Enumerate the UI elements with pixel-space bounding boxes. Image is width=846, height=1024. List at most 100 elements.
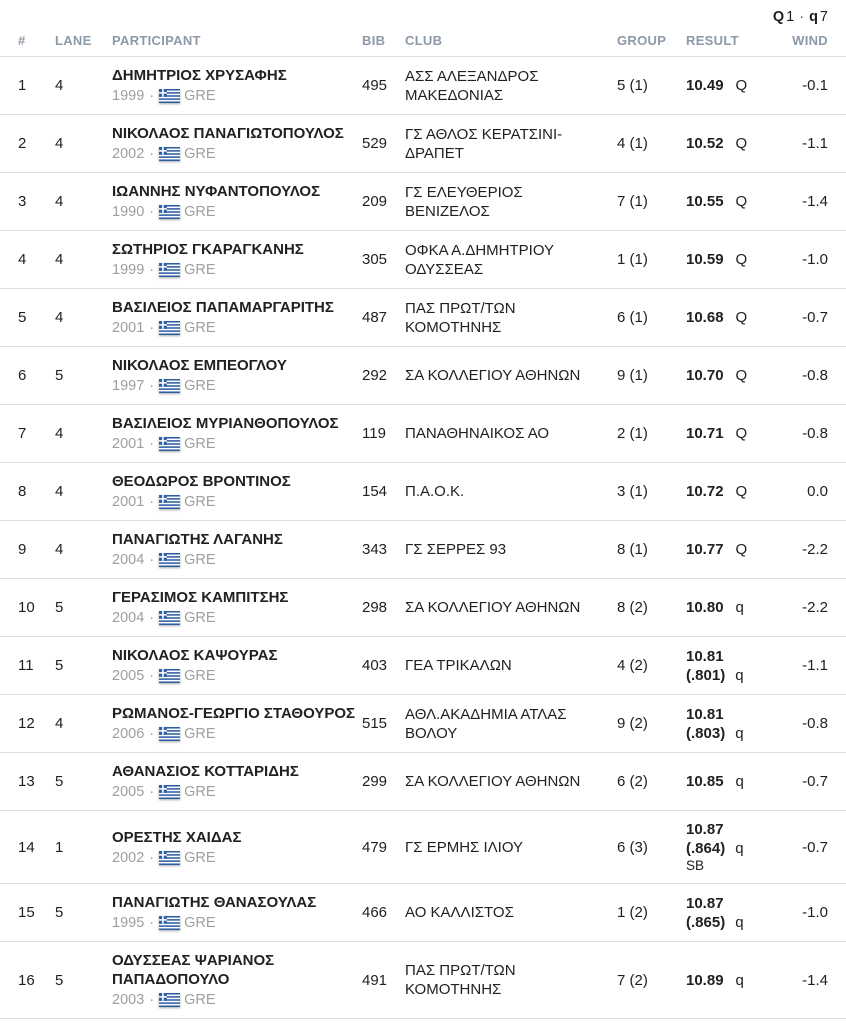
- subline-separator: ·: [149, 320, 155, 336]
- result-note: SB: [686, 858, 705, 873]
- club-cell: ΓΕΑ ΤΡΙΚΑΛΩΝ: [405, 657, 512, 674]
- result-cell: 10.89 q: [686, 971, 786, 990]
- nationality-code: GRE: [184, 610, 216, 626]
- rank-cell: 15: [18, 904, 35, 921]
- table-row[interactable]: 7 4 ΒΑΣΙΛΕΙΟΣ ΜΥΡΙΑΝΘΟΠΟΥΛΟΣ 2001 · G: [0, 405, 846, 463]
- greece-flag-icon: [159, 379, 181, 393]
- club-cell: ΣΑ ΚΟΛΛΕΓΙΟΥ ΑΘΗΝΩΝ: [405, 773, 581, 790]
- lane-cell: 4: [55, 309, 64, 326]
- participant-name: ΠΑΝΑΓΙΩΤΗΣ ΛΑΓΑΝΗΣ: [112, 531, 283, 548]
- bib-cell: 495: [362, 77, 388, 94]
- table-row[interactable]: 13 5 ΑΘΑΝΑΣΙΟΣ ΚΟΤΤΑΡΙΔΗΣ 2005 · GRE: [0, 753, 846, 811]
- table-row[interactable]: 6 5 ΝΙΚΟΛΑΟΣ ΕΜΠΕΟΓΛΟΥ 1997 · GRE: [0, 347, 846, 405]
- birth-year: 1999: [112, 88, 145, 104]
- participant-name: ΓΕΡΑΣΙΜΟΣ ΚΑΜΠΙΤΣΗΣ: [112, 589, 289, 606]
- result-fraction: (.803): [686, 724, 726, 742]
- greece-flag-icon: [159, 993, 181, 1007]
- result-time: 10.49: [686, 77, 724, 94]
- bib-cell: 403: [362, 657, 388, 674]
- bib-cell: 491: [362, 971, 388, 989]
- header-bib: BIB: [362, 33, 386, 48]
- result-time: 10.71: [686, 425, 724, 442]
- subline-separator: ·: [149, 88, 155, 104]
- rank-cell: 12: [18, 715, 35, 732]
- header-club: CLUB: [405, 33, 443, 48]
- result-qualifier: Q: [735, 77, 748, 94]
- result-cell: 10.81 (.801) q: [686, 647, 786, 685]
- rank-cell: 11: [18, 657, 34, 674]
- wind-cell: -1.4: [802, 193, 828, 210]
- legend-separator: ·: [799, 9, 805, 25]
- group-cell: 3 (1): [617, 483, 648, 500]
- birth-year: 2001: [112, 320, 145, 336]
- wind-cell: -0.7: [802, 309, 828, 326]
- participant-subline: 2003 · GRE: [112, 991, 356, 1009]
- bib-cell: 529: [362, 135, 388, 152]
- participant-name: ΔΗΜΗΤΡΙΟΣ ΧΡΥΣΑΦΗΣ: [112, 67, 287, 84]
- lane-cell: 4: [55, 483, 64, 500]
- result-qualifier: q: [735, 773, 744, 790]
- legend-q-count: 7: [819, 9, 828, 25]
- table-row[interactable]: 5 4 ΒΑΣΙΛΕΙΟΣ ΠΑΠΑΜΑΡΓΑΡΙΤΗΣ 2001 · G: [0, 289, 846, 347]
- result-time: 10.52: [686, 135, 724, 152]
- participant-subline: 1997 · GRE: [112, 377, 356, 395]
- participant-cell: ΠΑΝΑΓΙΩΤΗΣ ΛΑΓΑΝΗΣ 2004 · GRE: [112, 530, 362, 569]
- subline-separator: ·: [149, 262, 155, 278]
- participant-name: ΘΕΟΔΩΡΟΣ ΒΡΟΝΤΙΝΟΣ: [112, 473, 291, 490]
- table-row[interactable]: 16 5 ΟΔΥΣΣΕΑΣ ΨΑΡΙΑΝΟΣ ΠΑΠΑΔΟΠΟΥΛΟ 2003 …: [0, 942, 846, 1019]
- table-row[interactable]: 15 5 ΠΑΝΑΓΙΩΤΗΣ ΘΑΝΑΣΟΥΛΑΣ 1995 · GRE: [0, 884, 846, 942]
- lane-cell: 5: [55, 773, 64, 790]
- wind-cell: -1.1: [802, 657, 828, 674]
- table-row[interactable]: 9 4 ΠΑΝΑΓΙΩΤΗΣ ΛΑΓΑΝΗΣ 2004 · GRE: [0, 521, 846, 579]
- lane-cell: 4: [55, 715, 64, 732]
- greece-flag-icon: [159, 785, 181, 799]
- birth-year: 2004: [112, 610, 145, 626]
- wind-cell: -0.8: [802, 367, 828, 384]
- greece-flag-icon: [159, 263, 181, 277]
- birth-year: 2005: [112, 668, 145, 684]
- table-row[interactable]: 3 4 ΙΩΑΝΝΗΣ ΝΥΦΑΝΤΟΠΟΥΛΟΣ 1990 · GRE: [0, 173, 846, 231]
- wind-cell: -0.1: [802, 77, 828, 94]
- greece-flag-icon: [159, 437, 181, 451]
- table-row[interactable]: 4 4 ΣΩΤΗΡΙΟΣ ΓΚΑΡΑΓΚΑΝΗΣ 1999 · GRE: [0, 231, 846, 289]
- result-qualifier: q: [735, 840, 744, 857]
- participant-name: ΒΑΣΙΛΕΙΟΣ ΠΑΠΑΜΑΡΓΑΡΙΤΗΣ: [112, 299, 334, 316]
- lane-cell: 4: [55, 77, 64, 94]
- rank-cell: 6: [18, 367, 27, 384]
- participant-cell: ΓΕΡΑΣΙΜΟΣ ΚΑΜΠΙΤΣΗΣ 2004 · GRE: [112, 588, 362, 627]
- greece-flag-icon: [159, 205, 181, 219]
- wind-cell: -0.8: [802, 715, 828, 732]
- table-row[interactable]: 14 1 ΟΡΕΣΤΗΣ ΧΑΙΔΑΣ 2002 · GRE: [0, 811, 846, 884]
- table-row[interactable]: 1 4 ΔΗΜΗΤΡΙΟΣ ΧΡΥΣΑΦΗΣ 1999 · GRE: [0, 57, 846, 115]
- lane-cell: 4: [55, 193, 64, 210]
- rank-cell: 10: [18, 599, 35, 616]
- table-row[interactable]: 2 4 ΝΙΚΟΛΑΟΣ ΠΑΝΑΓΙΩΤΟΠΟΥΛΟΣ 2002 · G: [0, 115, 846, 173]
- participant-cell: ΟΡΕΣΤΗΣ ΧΑΙΔΑΣ 2002 · GRE: [112, 828, 362, 867]
- result-cell: 10.49 Q: [686, 76, 786, 95]
- participant-name: ΣΩΤΗΡΙΟΣ ΓΚΑΡΑΓΚΑΝΗΣ: [112, 241, 304, 258]
- bib-cell: 154: [362, 483, 388, 500]
- result-cell: 10.87 (.864) q SB: [686, 820, 786, 874]
- wind-cell: -1.0: [802, 251, 828, 268]
- participant-subline: 1990 · GRE: [112, 203, 356, 221]
- group-cell: 5 (1): [617, 77, 648, 94]
- participant-subline: 1995 · GRE: [112, 914, 356, 932]
- result-cell: 10.87 (.865) q: [686, 894, 786, 932]
- participant-name: ΝΙΚΟΛΑΟΣ ΠΑΝΑΓΙΩΤΟΠΟΥΛΟΣ: [112, 125, 344, 142]
- participant-cell: ΘΕΟΔΩΡΟΣ ΒΡΟΝΤΙΝΟΣ 2001 · GRE: [112, 472, 362, 511]
- participant-subline: 2001 · GRE: [112, 493, 356, 511]
- group-cell: 8 (2): [617, 599, 648, 616]
- participant-subline: 2004 · GRE: [112, 551, 356, 569]
- birth-year: 1997: [112, 378, 145, 394]
- table-row[interactable]: 10 5 ΓΕΡΑΣΙΜΟΣ ΚΑΜΠΙΤΣΗΣ 2004 · GRE: [0, 579, 846, 637]
- result-time: 10.70: [686, 367, 724, 384]
- rank-cell: 5: [18, 309, 27, 326]
- table-row[interactable]: 8 4 ΘΕΟΔΩΡΟΣ ΒΡΟΝΤΙΝΟΣ 2001 · GRE: [0, 463, 846, 521]
- table-row[interactable]: 11 5 ΝΙΚΟΛΑΟΣ ΚΑΨΟΥΡΑΣ 2005 · GRE: [0, 637, 846, 695]
- result-cell: 10.55 Q: [686, 192, 786, 211]
- result-time: 10.55: [686, 193, 724, 210]
- wind-cell: -2.2: [802, 541, 828, 558]
- bib-cell: 119: [362, 425, 386, 442]
- table-row[interactable]: 12 4 ΡΩΜΑΝΟΣ-ΓΕΩΡΓΙΟ ΣΤΑΘΟΥΡΟΣ 2006 ·: [0, 695, 846, 753]
